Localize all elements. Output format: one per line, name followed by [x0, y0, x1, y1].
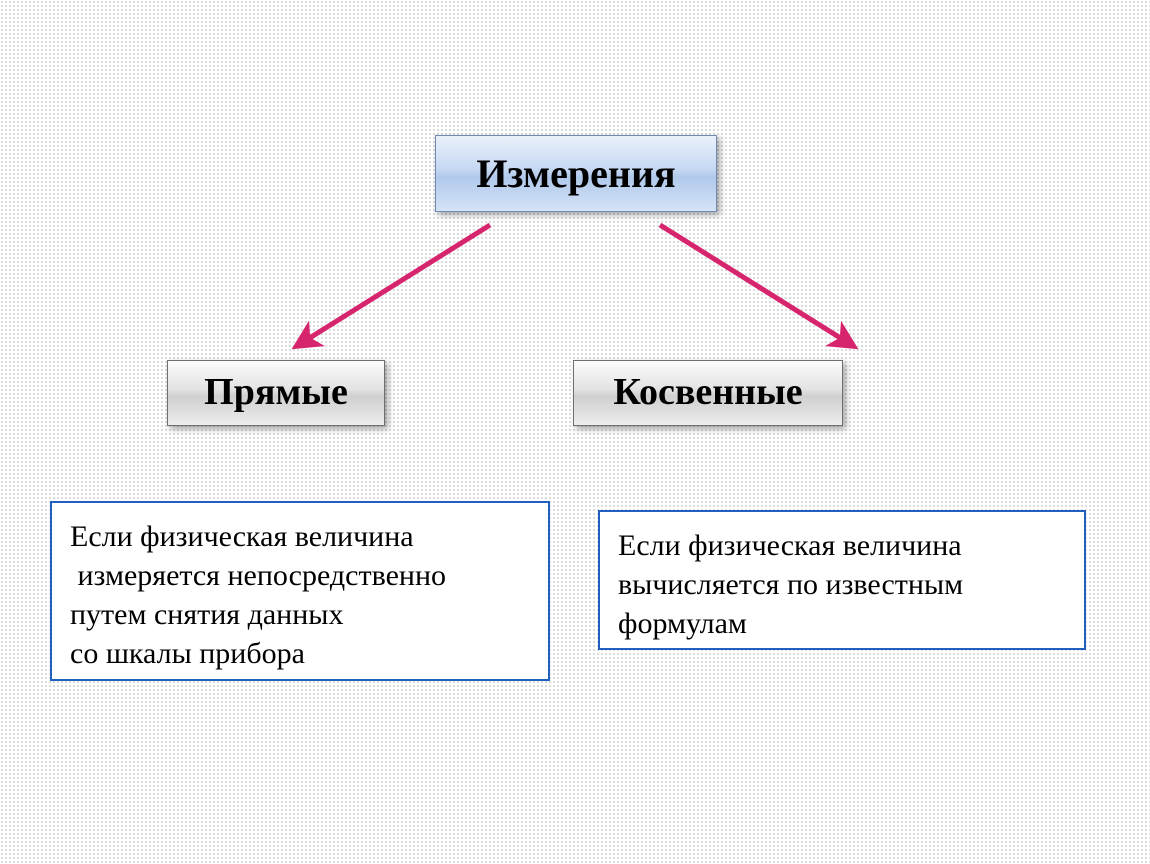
node-indirect: Косвенные	[573, 360, 843, 426]
arrows-layer	[0, 0, 1150, 864]
arrow-to-direct	[300, 225, 490, 344]
arrow-to-indirect	[660, 225, 850, 344]
node-measurements: Измерения	[435, 135, 717, 212]
node-measurements-label: Измерения	[476, 152, 675, 196]
node-direct: Прямые	[167, 360, 385, 426]
node-indirect-label: Косвенные	[613, 372, 802, 414]
description-direct-text: Если физическая величина измеряется непо…	[70, 517, 530, 673]
description-direct: Если физическая величина измеряется непо…	[50, 501, 550, 681]
node-direct-label: Прямые	[204, 372, 348, 414]
description-indirect: Если физическая величина вычисляется по …	[598, 510, 1086, 650]
description-indirect-text: Если физическая величина вычисляется по …	[618, 526, 1066, 643]
